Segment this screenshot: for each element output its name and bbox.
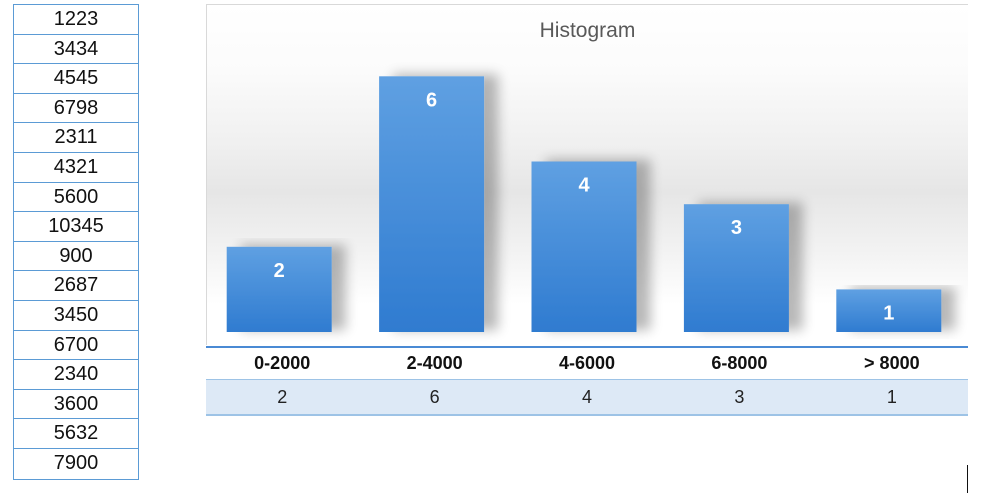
bar-value-label: 1	[883, 302, 894, 324]
data-column: 1223 3434 4545 6798 2311 4321 5600 10345 900 2687…	[13, 4, 139, 480]
data-cell[interactable]: 5600	[14, 183, 138, 213]
count-cell[interactable]: 1	[886, 386, 897, 407]
bin-label-cell[interactable]: 0-2000	[254, 353, 311, 373]
histogram-chart[interactable]: Histogram 2 6 4 3 1	[206, 4, 968, 345]
count-cell[interactable]: 3	[734, 386, 745, 407]
histogram-bar[interactable]	[226, 246, 332, 332]
count-cell[interactable]: 2	[277, 386, 288, 407]
chart-title: Histogram	[539, 19, 636, 42]
chart-plot-area: 2 6 4 3 1	[226, 76, 942, 333]
bin-label-cell[interactable]: 4-6000	[558, 353, 616, 373]
count-cell[interactable]: 6	[429, 386, 440, 407]
bin-label-cell[interactable]: > 8000	[864, 353, 920, 373]
text-cursor	[967, 465, 968, 493]
bin-label-cell[interactable]: 6-8000	[711, 353, 768, 373]
frequency-table: 0-2000 2-4000 4-6000 6-8000 > 8000 2 6 4 3 1	[206, 346, 968, 416]
data-cell[interactable]: 4321	[14, 153, 138, 183]
bar-value-label: 4	[578, 175, 590, 197]
data-cell[interactable]: 2311	[14, 123, 138, 153]
data-cell[interactable]: 1223	[14, 5, 138, 35]
data-cell[interactable]: 5632	[14, 419, 138, 449]
bar-value-label: 3	[731, 217, 742, 239]
data-cell[interactable]: 2687	[14, 271, 138, 301]
histogram-bar[interactable]	[531, 161, 637, 333]
data-cell[interactable]: 7900	[53, 451, 99, 474]
data-cell[interactable]: 10345	[14, 212, 138, 242]
bin-label-cell[interactable]: 2-4000	[406, 353, 463, 373]
histogram-bar[interactable]	[379, 76, 485, 332]
bar-value-label: 2	[274, 260, 285, 282]
data-cell[interactable]: 6798	[14, 94, 138, 124]
count-row: 2 6 4 3 1	[206, 380, 968, 416]
histogram-bar[interactable]	[836, 289, 942, 332]
data-cell[interactable]: 2340	[14, 360, 138, 390]
data-cell[interactable]: 900	[14, 242, 138, 272]
bars-layer: 2 6 4 3 1	[226, 76, 942, 333]
count-cell[interactable]: 4	[582, 386, 593, 407]
data-cell[interactable]: 3600	[14, 390, 138, 420]
histogram-bar[interactable]	[683, 204, 789, 332]
data-cell[interactable]: 3450	[14, 301, 138, 331]
bar-value-label: 6	[426, 89, 437, 111]
data-cell[interactable]: 4545	[14, 64, 138, 94]
bin-label-row: 0-2000 2-4000 4-6000 6-8000 > 8000	[206, 346, 968, 380]
data-cell[interactable]: 3434	[14, 35, 138, 65]
data-cell[interactable]: 6700	[14, 331, 138, 361]
